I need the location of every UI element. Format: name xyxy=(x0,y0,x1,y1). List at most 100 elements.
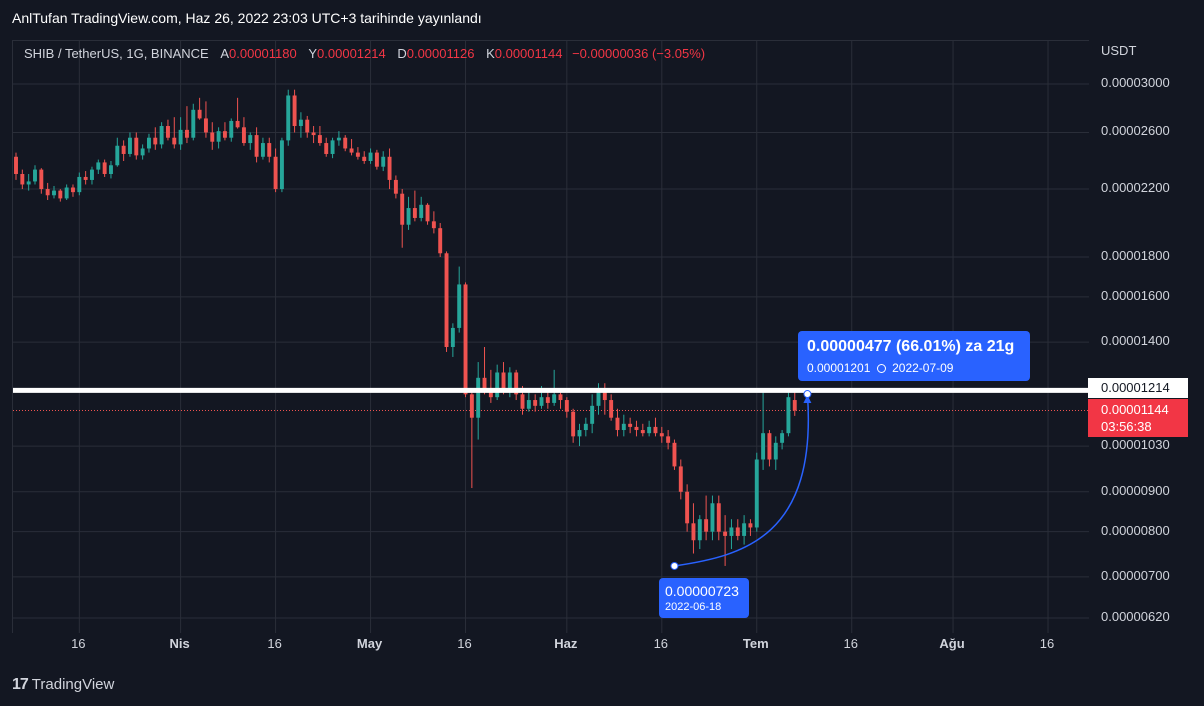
candle-body xyxy=(115,145,120,166)
candle-body xyxy=(134,137,139,156)
candle xyxy=(64,184,69,200)
time-axis[interactable]: 16 Nis 16 May 16 Haz 16 Tem 16 Ağu 16 xyxy=(12,632,1088,662)
y-tick-label: 0.00001400 xyxy=(1101,333,1170,349)
measure-arrowhead xyxy=(803,395,812,404)
candle-body xyxy=(153,137,158,145)
y-tick-label: 0.00002200 xyxy=(1101,180,1170,196)
candle-body xyxy=(96,162,101,170)
candle-body xyxy=(146,137,151,149)
candle xyxy=(761,391,766,470)
candle-body xyxy=(488,388,493,398)
candle xyxy=(241,117,246,146)
candle xyxy=(343,135,348,152)
measure-start-callout[interactable]: 0.00000723 2022-06-18 xyxy=(659,578,749,618)
candle-body xyxy=(222,131,227,138)
price-axis[interactable]: 0.00003000 0.00002600 0.00002200 0.00001800… xyxy=(1088,40,1192,632)
candle-body xyxy=(267,143,272,157)
candle xyxy=(235,97,240,129)
candle-body xyxy=(191,109,196,138)
y-tick-label: 0.00000620 xyxy=(1101,609,1170,624)
candle-body xyxy=(577,430,582,437)
candle-body xyxy=(615,417,620,431)
candle xyxy=(210,122,215,150)
candle xyxy=(482,347,487,395)
candle xyxy=(577,423,582,447)
candle-body xyxy=(64,187,69,199)
candle xyxy=(52,185,56,199)
candle-body xyxy=(621,423,626,431)
candle-body xyxy=(514,372,519,395)
candle-body xyxy=(248,135,253,144)
candle xyxy=(330,137,335,159)
candle-body xyxy=(653,426,658,434)
candle xyxy=(128,132,132,157)
candle xyxy=(640,423,645,437)
candle xyxy=(754,452,759,532)
candle-body xyxy=(685,491,690,524)
candle-body xyxy=(710,503,715,532)
candle-body xyxy=(203,118,208,133)
y-tick-label: 0.00003000 xyxy=(1101,75,1170,90)
candle xyxy=(153,127,158,150)
candle-body xyxy=(260,143,265,157)
y-tick-label: 0.00002600 xyxy=(1101,123,1170,139)
x-tick-label: 16 xyxy=(1039,636,1055,651)
candle xyxy=(248,132,253,150)
candle-body xyxy=(609,400,614,418)
candle xyxy=(229,118,234,142)
candle-body xyxy=(564,400,569,412)
candle xyxy=(109,160,113,179)
candle-body xyxy=(735,527,740,536)
open-value: 0.00001180 xyxy=(229,46,297,61)
candle-body xyxy=(311,132,316,136)
candle xyxy=(292,89,297,133)
candle-body xyxy=(368,152,373,161)
candle xyxy=(621,414,626,437)
candle xyxy=(254,127,259,163)
candle-body xyxy=(128,137,132,154)
candle xyxy=(457,266,462,333)
plot-area[interactable] xyxy=(12,40,1089,633)
candle xyxy=(438,223,443,258)
candle-body xyxy=(355,152,360,157)
candle-body xyxy=(406,208,411,225)
x-tick-label: 16 xyxy=(843,636,858,651)
candle-body xyxy=(273,156,278,190)
candle xyxy=(653,417,658,437)
currency-label[interactable]: USDT xyxy=(1101,43,1137,58)
candle xyxy=(305,115,310,138)
candle-body xyxy=(317,135,322,144)
candle-body xyxy=(666,436,671,443)
candle xyxy=(628,417,633,434)
candle-body xyxy=(647,426,652,434)
y-tick-label: 0.00001030 xyxy=(1101,437,1170,453)
candle-body xyxy=(742,523,747,536)
measure-end-price: 0.00001201 xyxy=(807,361,871,375)
candle xyxy=(469,391,474,489)
candle-body xyxy=(520,394,525,409)
candle-body xyxy=(583,423,588,431)
candle xyxy=(691,503,696,554)
candle-body xyxy=(184,129,189,138)
symbol-label[interactable]: SHIB / TetherUS, 1G, BINANCE xyxy=(24,46,209,61)
candle-body xyxy=(83,176,88,180)
measure-result-callout[interactable]: 0.00000477 (66.01%) za 21g 0.00001201 20… xyxy=(798,331,1030,381)
candle xyxy=(222,122,227,141)
y-tick-label: 0.00001600 xyxy=(1101,287,1170,303)
tradingview-logo[interactable]: 17 TradingView xyxy=(12,676,114,694)
candle-body xyxy=(678,466,683,492)
candle-body xyxy=(381,156,386,167)
candle xyxy=(349,139,354,156)
candle-body xyxy=(482,377,487,389)
candle xyxy=(672,439,677,470)
candle xyxy=(748,519,753,536)
brand-name: TradingView xyxy=(31,676,115,693)
candle-body xyxy=(197,109,202,119)
candle xyxy=(216,127,221,149)
candle-body xyxy=(109,165,113,174)
candle xyxy=(564,397,569,418)
chart-svg[interactable] xyxy=(13,41,1089,633)
candle-body xyxy=(438,228,443,254)
y-tick-label: 0.00001800 xyxy=(1101,248,1170,263)
